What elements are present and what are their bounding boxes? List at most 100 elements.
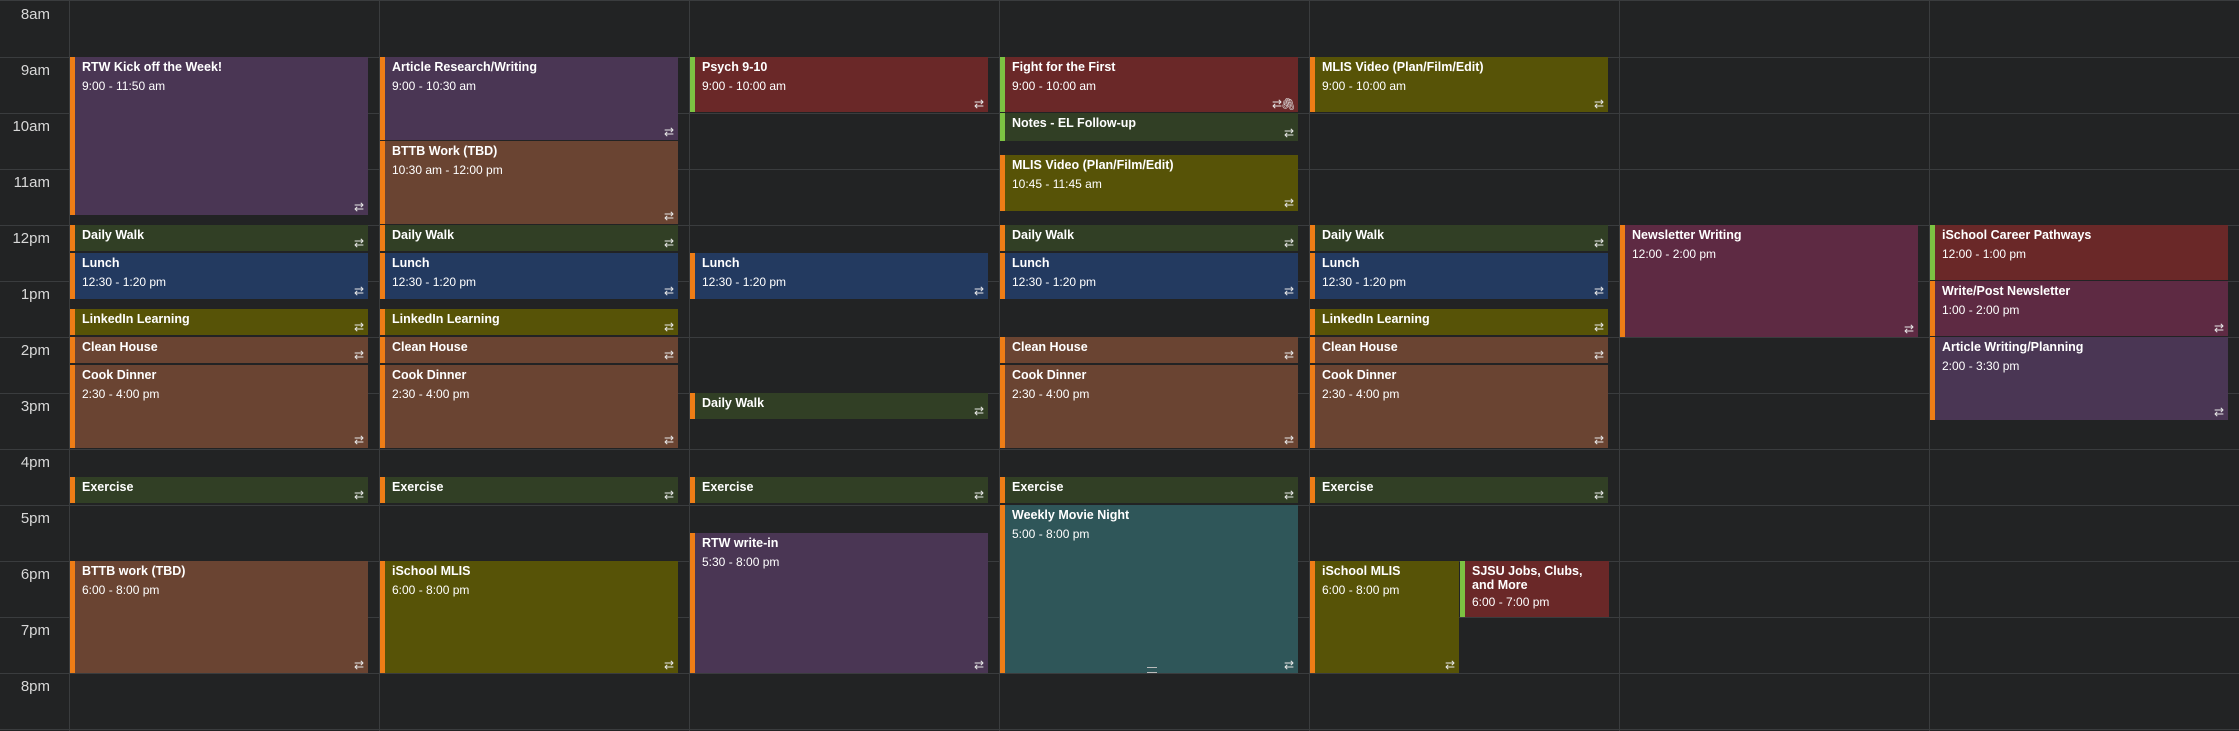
event-time: 12:00 - 2:00 pm — [1632, 247, 1717, 261]
event-title: BTTB Work (TBD) — [392, 144, 498, 158]
event-time: 12:30 - 1:20 pm — [1322, 275, 1407, 289]
event-title: SJSU Jobs, Clubs, and More — [1472, 564, 1583, 592]
repeat-icon: ⇄ — [1283, 196, 1294, 210]
time-label: 8pm — [20, 678, 50, 695]
repeat-icon: ⇄ — [663, 209, 674, 223]
calendar-event[interactable]: MLIS Video (Plan/Film/Edit) 9:00 - 10:00… — [1310, 57, 1608, 112]
time-label: 5pm — [20, 510, 50, 527]
time-label: 12pm — [12, 230, 50, 247]
event-title: Exercise — [82, 480, 134, 494]
repeat-icon: ⇄ — [1283, 126, 1294, 140]
calendar-event[interactable]: iSchool MLIS 6:00 - 8:00 pm ⇄ — [380, 561, 678, 673]
event-time: 5:00 - 8:00 pm — [1012, 527, 1090, 541]
calendar-event[interactable]: Daily Walk ⇄ — [380, 225, 678, 251]
time-label: 7pm — [20, 622, 50, 639]
calendar-event[interactable]: Psych 9-10 9:00 - 10:00 am ⇄ — [690, 57, 988, 112]
calendar-event[interactable]: LinkedIn Learning ⇄ — [70, 309, 368, 335]
event-title: LinkedIn Learning — [392, 312, 500, 326]
calendar-event[interactable]: Daily Walk ⇄ — [690, 393, 988, 419]
event-title: Clean House — [1322, 340, 1398, 354]
event-title: Psych 9-10 — [702, 60, 768, 74]
calendar-event[interactable]: BTTB work (TBD) 6:00 - 8:00 pm ⇄ — [70, 561, 368, 673]
event-title: RTW write-in — [702, 536, 779, 550]
repeat-icon: ⇄ — [663, 488, 674, 502]
repeat-icon: ⇄ — [353, 284, 364, 298]
repeat-icon: ⇄ — [663, 348, 674, 362]
calendar-event[interactable]: RTW write-in 5:30 - 8:00 pm ⇄ — [690, 533, 988, 673]
calendar-event[interactable]: SJSU Jobs, Clubs, and More 6:00 - 7:00 p… — [1460, 561, 1609, 617]
event-title: Fight for the First — [1012, 60, 1116, 74]
calendar-event[interactable]: Exercise ⇄ — [380, 477, 678, 503]
calendar-event[interactable]: Fight for the First 9:00 - 10:00 am ⇄ 🖇 — [1000, 57, 1298, 112]
grid-line — [0, 673, 2239, 674]
event-title: Cook Dinner — [82, 368, 157, 382]
calendar-event[interactable]: Notes - EL Follow-up ⇄ — [1000, 113, 1298, 141]
calendar-event[interactable]: Lunch 12:30 - 1:20 pm ⇄ — [70, 253, 368, 299]
calendar-event[interactable]: RTW Kick off the Week! 9:00 - 11:50 am ⇄ — [70, 57, 368, 215]
calendar-event[interactable]: Lunch 12:30 - 1:20 pm ⇄ — [380, 253, 678, 299]
repeat-icon: ⇄ — [663, 320, 674, 334]
repeat-icon: ⇄ — [1444, 658, 1455, 672]
calendar-event[interactable]: Cook Dinner 2:30 - 4:00 pm ⇄ — [1310, 365, 1608, 448]
repeat-icon: ⇄ — [1283, 433, 1294, 447]
calendar-event[interactable]: Lunch 12:30 - 1:20 pm ⇄ — [690, 253, 988, 299]
calendar-event[interactable]: Cook Dinner 2:30 - 4:00 pm ⇄ — [380, 365, 678, 448]
calendar-event[interactable]: Cook Dinner 2:30 - 4:00 pm ⇄ — [1000, 365, 1298, 448]
calendar-event[interactable]: BTTB Work (TBD) 10:30 am - 12:00 pm ⇄ — [380, 141, 678, 224]
event-time: 9:00 - 11:50 am — [82, 79, 166, 93]
event-time: 12:30 - 1:20 pm — [1012, 275, 1097, 289]
repeat-icon: ⇄ — [353, 488, 364, 502]
calendar-event[interactable]: iSchool MLIS 6:00 - 8:00 pm ⇄ — [1310, 561, 1459, 673]
calendar-event[interactable]: Article Writing/Planning 2:00 - 3:30 pm … — [1930, 337, 2228, 420]
repeat-icon: ⇄ — [663, 236, 674, 250]
calendar-event[interactable]: Exercise ⇄ — [690, 477, 988, 503]
calendar-event[interactable]: Clean House ⇄ — [1310, 337, 1608, 363]
calendar-event[interactable]: Lunch 12:30 - 1:20 pm ⇄ — [1000, 253, 1298, 299]
event-title: Newsletter Writing — [1632, 228, 1742, 242]
repeat-icon: ⇄ — [353, 433, 364, 447]
calendar-event[interactable]: Article Research/Writing 9:00 - 10:30 am… — [380, 57, 678, 140]
calendar-event[interactable]: Exercise ⇄ — [1310, 477, 1608, 503]
resize-handle[interactable] — [1146, 667, 1157, 673]
event-time: 12:00 - 1:00 pm — [1942, 247, 2027, 261]
calendar-event[interactable]: LinkedIn Learning ⇄ — [1310, 309, 1608, 335]
event-time: 9:00 - 10:30 am — [392, 79, 477, 93]
event-title: Article Research/Writing — [392, 60, 537, 74]
event-title: Lunch — [702, 256, 740, 270]
event-title: Cook Dinner — [392, 368, 467, 382]
calendar-event[interactable]: Exercise ⇄ — [70, 477, 368, 503]
event-title: Notes - EL Follow-up — [1012, 116, 1137, 130]
grid-line — [0, 729, 2239, 730]
repeat-icon: ⇄ — [973, 404, 984, 418]
event-title: Write/Post Newsletter — [1942, 284, 2071, 298]
repeat-icon: ⇄ — [663, 658, 674, 672]
event-title: Clean House — [82, 340, 158, 354]
event-title: iSchool Career Pathways — [1942, 228, 2092, 242]
repeat-icon: ⇄ — [663, 125, 674, 139]
calendar-event[interactable]: Daily Walk ⇄ — [1310, 225, 1608, 251]
event-title: Exercise — [702, 480, 754, 494]
calendar-event[interactable]: Daily Walk ⇄ — [70, 225, 368, 251]
day-separator — [689, 0, 690, 731]
calendar-event[interactable]: LinkedIn Learning ⇄ — [380, 309, 678, 335]
event-title: RTW Kick off the Week! — [82, 60, 223, 74]
day-separator — [379, 0, 380, 731]
calendar-event[interactable]: iSchool Career Pathways 12:00 - 1:00 pm — [1930, 225, 2228, 280]
calendar-event[interactable]: Clean House ⇄ — [1000, 337, 1298, 363]
calendar-event[interactable]: Clean House ⇄ — [70, 337, 368, 363]
calendar-event[interactable]: Lunch 12:30 - 1:20 pm ⇄ — [1310, 253, 1608, 299]
day-separator — [1619, 0, 1620, 731]
calendar-event[interactable]: Clean House ⇄ — [380, 337, 678, 363]
time-label: 2pm — [20, 342, 50, 359]
grid-line — [0, 0, 2239, 1]
calendar-event[interactable]: Exercise ⇄ — [1000, 477, 1298, 503]
calendar-event[interactable]: Weekly Movie Night 5:00 - 8:00 pm ⇄ — [1000, 505, 1298, 673]
repeat-icon: ⇄ — [1593, 433, 1604, 447]
event-time: 2:30 - 4:00 pm — [1012, 387, 1090, 401]
calendar-event[interactable]: Newsletter Writing 12:00 - 2:00 pm ⇄ — [1620, 225, 1918, 337]
calendar-event[interactable]: MLIS Video (Plan/Film/Edit) 10:45 - 11:4… — [1000, 155, 1298, 211]
calendar-event[interactable]: Cook Dinner 2:30 - 4:00 pm ⇄ — [70, 365, 368, 448]
calendar-event[interactable]: Daily Walk ⇄ — [1000, 225, 1298, 251]
calendar-event[interactable]: Write/Post Newsletter 1:00 - 2:00 pm ⇄ — [1930, 281, 2228, 336]
event-time: 12:30 - 1:20 pm — [82, 275, 167, 289]
